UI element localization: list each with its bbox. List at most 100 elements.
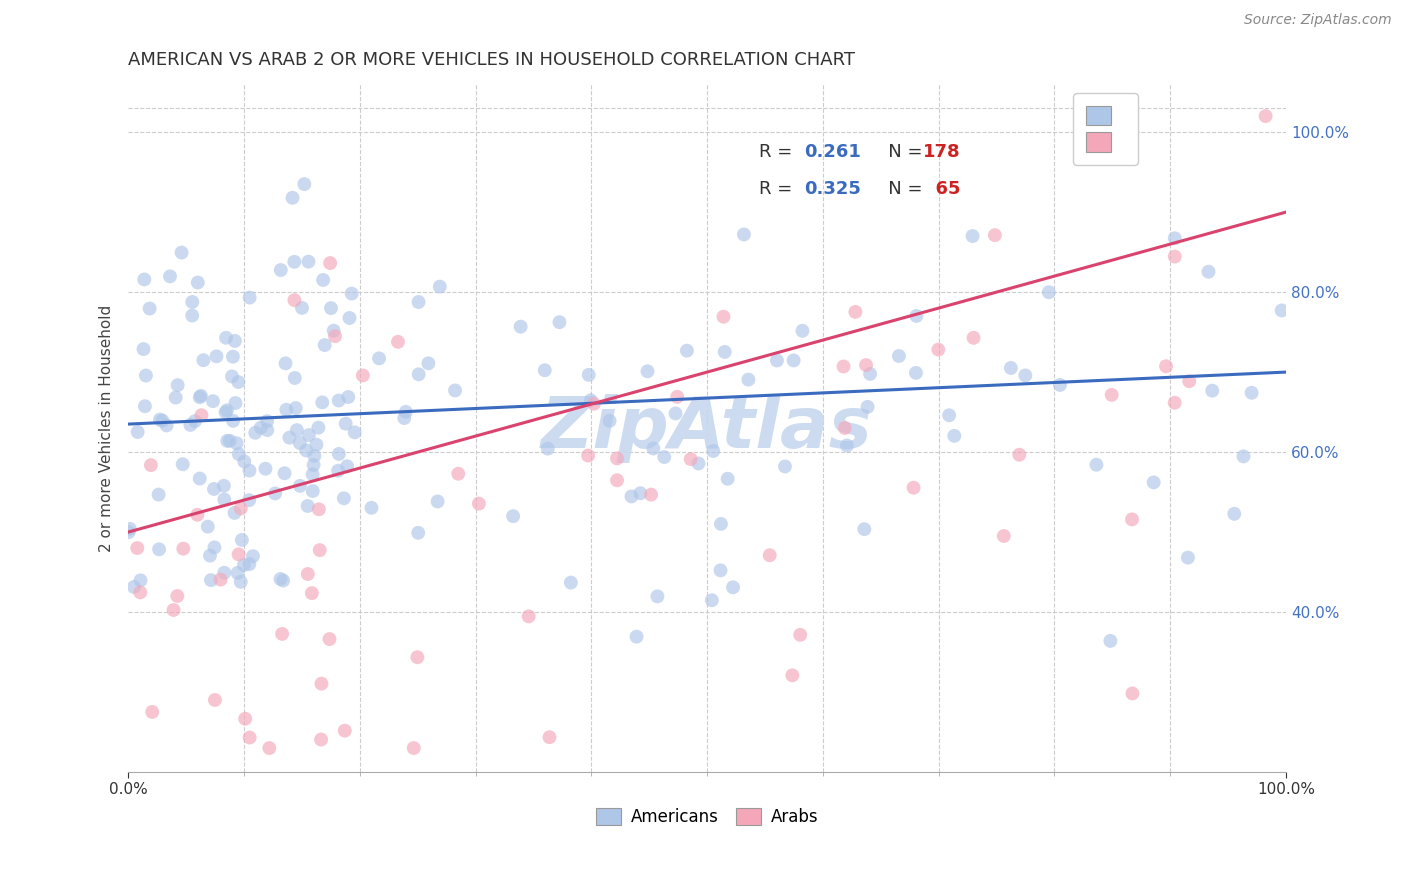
Point <box>844 305 866 319</box>
Point <box>1223 507 1246 521</box>
Point <box>859 367 882 381</box>
Point <box>138 301 160 316</box>
Point <box>283 293 305 307</box>
Point <box>233 558 256 572</box>
Point <box>537 442 560 456</box>
Point <box>239 291 262 305</box>
Point <box>323 329 346 343</box>
Point <box>188 471 211 485</box>
Point <box>162 603 184 617</box>
Point <box>198 549 221 563</box>
Point <box>721 580 744 594</box>
Point <box>305 437 328 451</box>
Text: 178: 178 <box>924 143 960 161</box>
Point <box>733 227 755 242</box>
Point <box>127 541 149 555</box>
Point <box>271 574 294 588</box>
Point <box>122 580 145 594</box>
Point <box>135 368 157 383</box>
Point <box>1201 384 1223 398</box>
Point <box>717 472 740 486</box>
Point <box>1121 512 1143 526</box>
Point <box>209 573 232 587</box>
Point <box>652 450 675 464</box>
Point <box>271 627 294 641</box>
Point <box>319 301 342 315</box>
Point <box>225 436 247 450</box>
Point <box>190 389 212 403</box>
Point <box>538 730 561 744</box>
Point <box>170 245 193 260</box>
Point <box>402 741 425 756</box>
Point <box>148 487 170 501</box>
Point <box>962 331 984 345</box>
Point <box>186 508 208 522</box>
Point <box>172 457 194 471</box>
Point <box>215 331 238 345</box>
Point <box>228 447 250 461</box>
Point <box>214 492 236 507</box>
Point <box>447 467 470 481</box>
Point <box>270 263 292 277</box>
Point <box>179 417 201 432</box>
Point <box>1038 285 1060 300</box>
Point <box>582 397 605 411</box>
Point <box>710 516 733 531</box>
Point <box>339 310 361 325</box>
Point <box>245 425 267 440</box>
Legend: Americans, Arabs: Americans, Arabs <box>589 801 825 832</box>
Point <box>395 405 418 419</box>
Point <box>578 368 600 382</box>
Point <box>328 393 350 408</box>
Point <box>149 412 172 426</box>
Text: ZipAtlas: ZipAtlas <box>541 393 873 463</box>
Point <box>308 543 330 558</box>
Point <box>184 414 207 428</box>
Point <box>406 650 429 665</box>
Point <box>273 467 295 481</box>
Point <box>855 358 877 372</box>
Point <box>288 436 311 450</box>
Point <box>606 473 628 487</box>
Point <box>224 334 246 348</box>
Point <box>222 350 245 364</box>
Point <box>326 464 349 478</box>
Point <box>335 417 357 431</box>
Point <box>238 557 260 571</box>
Point <box>676 343 699 358</box>
Point <box>150 414 173 428</box>
Point <box>226 566 249 580</box>
Point <box>834 421 856 435</box>
Point <box>1008 448 1031 462</box>
Point <box>139 458 162 472</box>
Point <box>254 461 277 475</box>
Point <box>533 363 555 377</box>
Point <box>984 228 1007 243</box>
Text: 65: 65 <box>924 180 960 198</box>
Point <box>172 541 194 556</box>
Point <box>181 295 204 310</box>
Point <box>214 405 236 419</box>
Point <box>1164 231 1187 245</box>
Point <box>283 255 305 269</box>
Point <box>276 402 298 417</box>
Point <box>301 467 323 482</box>
Point <box>188 390 211 404</box>
Point <box>576 449 599 463</box>
Point <box>394 411 416 425</box>
Point <box>637 364 659 378</box>
Point <box>640 487 662 501</box>
Point <box>927 343 949 357</box>
Point <box>418 356 440 370</box>
Point <box>201 394 224 409</box>
Point <box>159 269 181 284</box>
Point <box>297 254 319 268</box>
Point <box>782 668 804 682</box>
Point <box>202 482 225 496</box>
Point <box>264 486 287 500</box>
Point <box>702 444 724 458</box>
Text: R =: R = <box>759 143 797 161</box>
Point <box>938 409 960 423</box>
Point <box>792 324 814 338</box>
Point <box>560 575 582 590</box>
